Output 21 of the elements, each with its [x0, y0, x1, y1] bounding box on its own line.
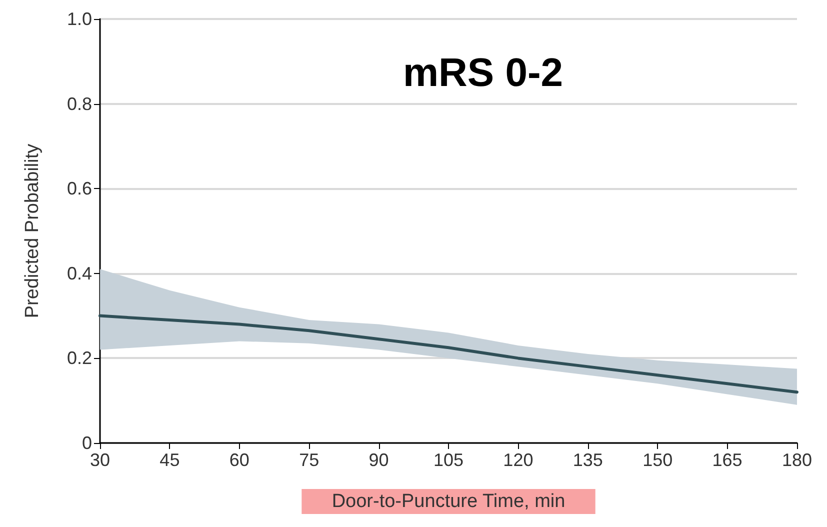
- x-tick-label: 75: [299, 450, 320, 470]
- y-tick-label: 0.8: [66, 94, 92, 114]
- x-tick-label: 120: [503, 450, 534, 470]
- y-tick-label: 0.6: [66, 178, 92, 199]
- x-tick-label: 150: [642, 450, 673, 470]
- x-tick-label: 60: [229, 450, 250, 470]
- y-axis-title: Predicted Probability: [22, 143, 43, 318]
- line-series: [98, 314, 798, 394]
- text: mRS 0-2: [402, 51, 564, 95]
- x-tick-label: 90: [368, 450, 389, 470]
- x-axis-title: Door-to-Puncture Time, min: [332, 491, 566, 512]
- x-tick-label: 105: [433, 450, 464, 470]
- y-tick-label: 0.2: [66, 348, 92, 368]
- y-tick-label: 1.0: [66, 9, 92, 29]
- x-tick-label: 135: [572, 450, 603, 470]
- x-tick-label: 180: [782, 450, 812, 470]
- y-tick-label: 0: [82, 433, 92, 453]
- x-tick-label: 30: [90, 450, 110, 470]
- y-tick-label: 0.4: [66, 263, 92, 284]
- x-tick-label: 165: [712, 450, 742, 470]
- x-tick-label: 45: [160, 450, 180, 470]
